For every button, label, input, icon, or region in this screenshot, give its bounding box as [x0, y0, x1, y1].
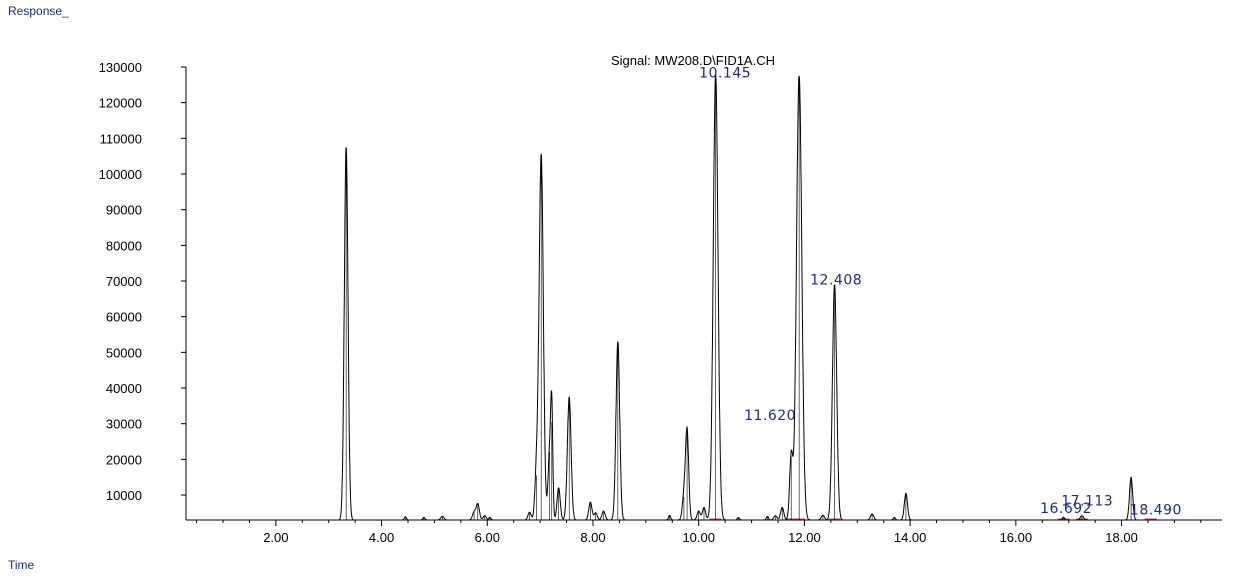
x-tick-label: 4.00 [369, 530, 394, 545]
y-tick-label: 20000 [106, 452, 142, 467]
x-tick-label: 12.00 [788, 530, 821, 545]
y-tick-label: 120000 [99, 96, 142, 111]
x-tick-label: 6.00 [475, 530, 500, 545]
y-tick-label: 60000 [106, 310, 142, 325]
y-tick-label: 110000 [100, 131, 142, 146]
x-tick-label: 2.00 [263, 530, 288, 545]
x-axis-label: Time [8, 558, 35, 572]
y-tick-label: 10000 [106, 488, 142, 503]
peak-label: 17.113 [1061, 494, 1113, 510]
axes: 10000 20000 30000 40000 50000 60000 70000 80000… [99, 60, 1222, 545]
chromatogram-line [188, 74, 1222, 521]
x-tick-label: 14.00 [894, 530, 927, 545]
y-tick-label: 80000 [106, 238, 142, 253]
peak-label: 16.692 [1040, 501, 1092, 517]
x-tick-label: 10.00 [682, 530, 715, 545]
peak-label: 10.145 [699, 66, 751, 82]
y-axis-label: Response_ [8, 4, 69, 18]
signal-trace [188, 74, 1222, 521]
x-tick-label: 18.00 [1105, 530, 1138, 545]
y-tick-label: 70000 [106, 274, 142, 289]
peak-label: 12.408 [810, 273, 862, 289]
x-tick-label: 8.00 [580, 530, 605, 545]
y-tick-label: 90000 [106, 203, 142, 218]
y-tick-label: 130000 [99, 60, 142, 75]
y-tick-label: 30000 [106, 417, 142, 432]
signal-label: Signal: MW208.D\FID1A.CH [611, 53, 775, 68]
y-tick-label: 40000 [106, 381, 142, 396]
peak-label: 18.490 [1130, 503, 1182, 519]
peak-label: 11.620 [744, 408, 796, 424]
y-tick-label: 100000 [99, 167, 142, 182]
x-tick-label: 16.00 [1000, 530, 1033, 545]
y-tick-label: 50000 [106, 345, 142, 360]
